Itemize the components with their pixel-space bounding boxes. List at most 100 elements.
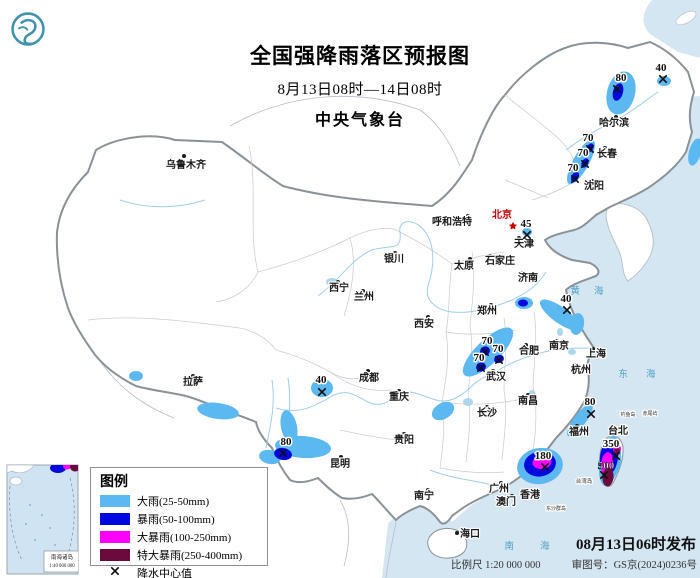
legend-rows: 大雨(25-50mm) 暴雨(50-100mm) 大暴雨(100-250mm) 特大暴…	[100, 492, 267, 578]
rain-area-heavy	[569, 313, 585, 335]
city-dot	[491, 369, 495, 373]
city-dot	[361, 289, 365, 293]
indochina-border	[339, 499, 397, 578]
city-dot	[591, 347, 595, 351]
inset-rain-area-extreme	[70, 465, 78, 472]
legend-label: 降水中心值	[137, 568, 192, 578]
rain-area-heavy	[129, 371, 143, 381]
rain-center-x-marker	[317, 387, 327, 397]
rain-center-x-marker	[586, 409, 596, 419]
rain-area-heavy	[311, 379, 333, 397]
city-dot	[574, 363, 578, 367]
rain-center-value: 40	[316, 374, 328, 386]
city-label: 天津	[514, 237, 534, 250]
map-scale: 比例尺 1:20 000 000	[451, 560, 541, 571]
capital-star-marker	[508, 221, 518, 230]
map-title: 全国强降雨落区预报图	[250, 44, 470, 68]
rain-center-x-marker	[580, 159, 590, 169]
rain-center-value: 500	[598, 460, 615, 472]
inset-rain-area-severe	[63, 465, 71, 470]
city-label: 杭州	[571, 363, 591, 376]
legend-item: 特大暴雨(250-400mm)	[100, 546, 267, 564]
city-dot	[488, 254, 492, 258]
rain-area-heavy	[431, 401, 455, 421]
rain-center-value: 70	[493, 343, 505, 355]
city-dot	[402, 432, 406, 436]
legend-item: 大雨(25-50mm)	[100, 492, 267, 510]
legend-label: 大雨(25-50mm)	[137, 496, 210, 508]
pearl-river	[429, 469, 509, 493]
review-number: 审图号：GS京(2024)0236号	[571, 560, 697, 571]
legend-swatch	[100, 549, 130, 561]
rain-center-x-marker	[278, 448, 288, 458]
city-dot	[393, 251, 397, 255]
city-label: 合肥	[518, 344, 539, 357]
city-label: 福州	[568, 425, 589, 438]
hainan-island	[427, 527, 468, 559]
rain-center-x-marker	[612, 84, 622, 94]
rain-area-heavy	[197, 402, 239, 420]
legend-title: 图例	[100, 475, 128, 490]
island-label: 赤尾屿	[642, 410, 657, 417]
legend-item: 暴雨(50-100mm)	[100, 510, 267, 528]
legend-box: 图例 大雨(25-50mm) 暴雨(50-100mm) 大暴雨(100-250mm)…	[90, 467, 268, 578]
rain-area-storm	[570, 171, 580, 183]
city-label: 成都	[359, 371, 379, 384]
city-dot	[520, 490, 524, 494]
inset-scale-box	[43, 550, 78, 573]
legend-item-center-value: 降水中心值	[100, 564, 267, 578]
island-label: 东沙群岛	[546, 505, 566, 512]
title-block: 全国强降雨落区预报图 8月13日08时—14日08时 中央气象台	[215, 40, 505, 130]
inset-rain-area-storm	[50, 465, 66, 473]
province-borders	[87, 94, 577, 474]
rain-center-value: 80	[585, 396, 597, 408]
rain-center-value: 80	[281, 436, 293, 448]
city-label: 南昌	[518, 394, 538, 407]
city-label: 重庆	[389, 390, 409, 403]
legend-label: 大暴雨(100-250mm)	[137, 532, 232, 544]
rain-center-value: 45	[521, 218, 533, 230]
city-label: 长沙	[477, 406, 497, 419]
city-dot	[466, 214, 470, 218]
city-label: 南宁	[414, 489, 434, 502]
south-china-sea-inset: 南海诸岛 1:40 000 000	[6, 464, 79, 575]
city-label: 西安	[414, 317, 434, 330]
south-asia-border	[97, 357, 175, 419]
city-dot	[610, 439, 614, 443]
city-label: 太原	[453, 259, 474, 272]
foreign-island	[675, 10, 697, 26]
city-label: 台北	[608, 424, 628, 437]
rain-center-value: 180	[535, 450, 552, 462]
city-label: 西宁	[329, 281, 349, 294]
legend-swatch	[100, 495, 130, 507]
island-label: 钓鱼岛	[620, 411, 635, 418]
city-label: 郑州	[477, 304, 497, 317]
city-label: 济南	[518, 271, 538, 284]
rain-center-x-marker	[585, 144, 595, 154]
yellow-river	[317, 221, 547, 313]
rain-center-value: 40	[561, 293, 573, 305]
city-label: 贵阳	[394, 433, 414, 446]
logo-swirl	[20, 18, 37, 46]
city-label: 北京	[492, 208, 512, 221]
foreign-layer	[97, 95, 654, 578]
city-label: 南京	[549, 339, 569, 352]
city-dot	[517, 236, 521, 240]
city-label: 拉萨	[183, 375, 203, 388]
rain-area-heavy	[540, 299, 580, 331]
city-dot	[426, 488, 430, 492]
legend-swatch	[100, 513, 130, 525]
city-label: 呼和浩特	[432, 215, 472, 228]
inset-title: 南海诸岛	[51, 553, 74, 561]
rain-center-x-marker	[658, 74, 668, 84]
city-dot	[554, 339, 558, 343]
inset-islands	[25, 504, 56, 546]
rain-center-value: 40	[656, 62, 668, 74]
x-marker-icon	[100, 564, 130, 578]
rain-center-value: 70	[568, 162, 580, 174]
